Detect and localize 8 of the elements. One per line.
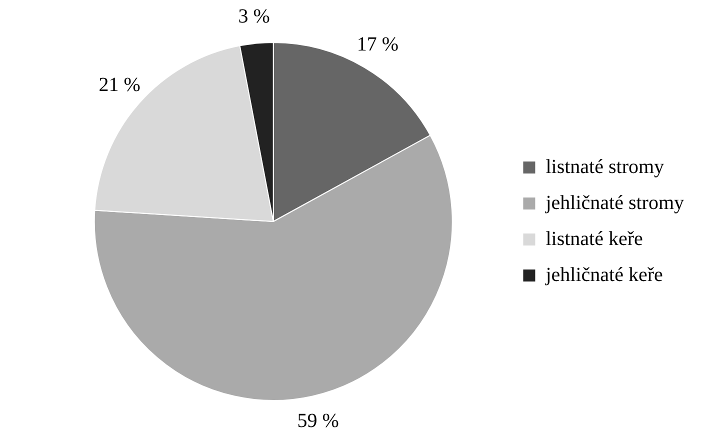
legend-label: listnaté keře [546,228,644,250]
data-label: 59 % [297,410,339,432]
legend-label: listnaté stromy [546,156,664,178]
data-label: 3 % [238,6,270,28]
data-label: 21 % [98,74,140,96]
legend-label: jehličnaté keře [544,264,663,286]
legend-label: jehličnaté stromy [544,192,684,214]
data-label: 17 % [356,33,399,56]
